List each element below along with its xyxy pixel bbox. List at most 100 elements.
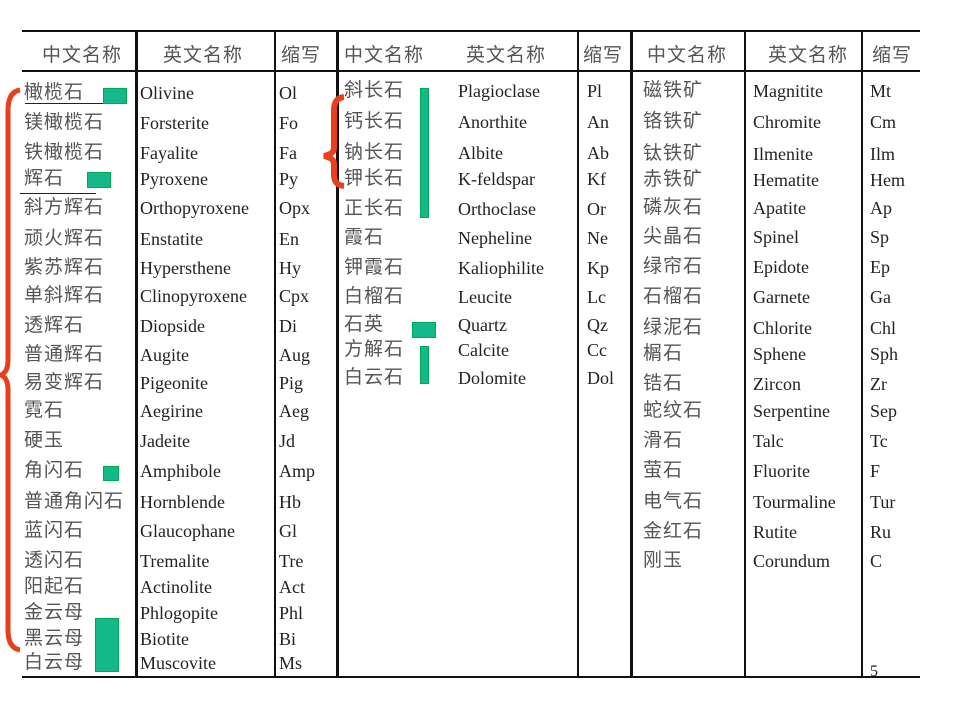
cell-chinese-name: 顽火辉石 [24, 228, 105, 249]
cell-abbreviation: Ep [870, 257, 890, 277]
cell-english-name: Serpentine [753, 401, 830, 421]
column-header-english: 英文名称 [163, 45, 244, 66]
cell-abbreviation: Sph [870, 344, 899, 364]
column-header-chinese: 中文名称 [42, 45, 123, 66]
header-divider [22, 70, 920, 72]
cell-english-name: Glaucophane [140, 521, 235, 541]
cell-chinese-name: 单斜辉石 [24, 285, 105, 306]
group-underline [25, 103, 105, 104]
cell-chinese-name: 普通角闪石 [24, 491, 125, 512]
cell-chinese-name: 萤石 [643, 460, 684, 481]
cell-abbreviation: Jd [279, 431, 296, 451]
cell-english-name: Epidote [753, 257, 809, 277]
cell-abbreviation: Fa [279, 143, 297, 163]
cell-abbreviation: Di [279, 316, 297, 336]
cell-chinese-name: 角闪石 [24, 460, 85, 481]
cell-chinese-name: 透闪石 [24, 550, 85, 571]
cell-abbreviation: Ol [279, 83, 297, 103]
cell-abbreviation: C [870, 551, 883, 571]
column-divider [135, 30, 138, 677]
cell-english-name: Corundum [753, 551, 831, 571]
cell-english-name: Chlorite [753, 318, 812, 338]
cell-chinese-name: 正长石 [344, 198, 405, 219]
cell-abbreviation: En [279, 229, 299, 249]
cell-abbreviation: Pig [279, 373, 304, 393]
highlight-marker [420, 88, 429, 218]
cell-english-name: Fayalite [140, 143, 198, 163]
cell-english-name: Olivine [140, 83, 194, 103]
cell-chinese-name: 钾长石 [344, 168, 405, 189]
cell-chinese-name: 刚玉 [643, 550, 684, 571]
cell-abbreviation: Hb [279, 492, 301, 512]
cell-english-name: Orthoclase [458, 199, 536, 219]
cell-abbreviation: F [870, 461, 881, 481]
cell-abbreviation: Zr [870, 374, 887, 394]
cell-abbreviation: Ms [279, 653, 303, 673]
cell-abbreviation: Ga [870, 287, 891, 307]
group-underline [20, 193, 96, 194]
cell-chinese-name: 方解石 [344, 339, 405, 360]
cell-english-name: Forsterite [140, 113, 209, 133]
cell-abbreviation: Mt [870, 81, 892, 101]
cell-english-name: Magnitite [753, 81, 823, 101]
cell-chinese-name: 白云石 [344, 367, 405, 388]
cell-chinese-name: 橄榄石 [24, 82, 85, 103]
cell-abbreviation: Amp [279, 461, 315, 481]
cell-english-name: Kaliophilite [458, 258, 544, 278]
cell-english-name: Muscovite [140, 653, 216, 673]
cell-english-name: Leucite [458, 287, 512, 307]
cell-chinese-name: 镁橄榄石 [24, 112, 105, 133]
cell-english-name: Hypersthene [140, 258, 231, 278]
cell-english-name: Albite [458, 143, 503, 163]
cell-english-name: Apatite [753, 198, 806, 218]
cell-abbreviation: Qz [587, 315, 608, 335]
cell-abbreviation: Tc [870, 431, 888, 451]
cell-abbreviation: Dol [587, 368, 614, 388]
cell-chinese-name: 磁铁矿 [643, 80, 704, 101]
column-header-abbr: 缩写 [281, 45, 322, 66]
column-header-chinese: 中文名称 [344, 45, 425, 66]
cell-chinese-name: 石榴石 [643, 286, 704, 307]
cell-english-name: Nepheline [458, 228, 532, 248]
column-divider [630, 30, 633, 677]
cell-abbreviation: Or [587, 199, 606, 219]
cell-chinese-name: 霓石 [24, 400, 65, 421]
page-number: 5 [870, 663, 878, 680]
cell-english-name: Sphene [753, 344, 806, 364]
column-header-abbr: 缩写 [872, 45, 913, 66]
highlight-marker [412, 322, 436, 338]
cell-english-name: Quartz [458, 315, 507, 335]
cell-english-name: Anorthite [458, 112, 527, 132]
highlight-marker [420, 346, 429, 384]
cell-english-name: Zircon [753, 374, 801, 394]
cell-abbreviation: Gl [279, 521, 297, 541]
cell-chinese-name: 辉石 [24, 168, 65, 189]
cell-chinese-name: 普通辉石 [24, 344, 105, 365]
cell-chinese-name: 斜方辉石 [24, 197, 105, 218]
table-top-border [22, 30, 920, 32]
cell-english-name: Jadeite [140, 431, 190, 451]
cell-chinese-name: 钾霞石 [344, 257, 405, 278]
cell-chinese-name: 阳起石 [24, 576, 85, 597]
cell-english-name: Plagioclase [458, 81, 540, 101]
cell-english-name: Dolomite [458, 368, 526, 388]
cell-english-name: Fluorite [753, 461, 810, 481]
cell-abbreviation: Hem [870, 170, 905, 190]
column-divider [744, 30, 746, 677]
column-divider [577, 30, 579, 677]
cell-english-name: Biotite [140, 629, 189, 649]
cell-abbreviation: Opx [279, 198, 310, 218]
cell-english-name: Tremalite [140, 551, 210, 571]
cell-abbreviation: Py [279, 169, 299, 189]
cell-chinese-name: 绿泥石 [643, 317, 704, 338]
column-header-english: 英文名称 [466, 45, 547, 66]
cell-abbreviation: Ilm [870, 144, 895, 164]
cell-abbreviation: Pl [587, 81, 603, 101]
cell-english-name: Pyroxene [140, 169, 208, 189]
cell-chinese-name: 白云母 [24, 652, 85, 673]
cell-english-name: Diopside [140, 316, 205, 336]
cell-abbreviation: Sep [870, 401, 897, 421]
cell-chinese-name: 锆石 [643, 373, 684, 394]
